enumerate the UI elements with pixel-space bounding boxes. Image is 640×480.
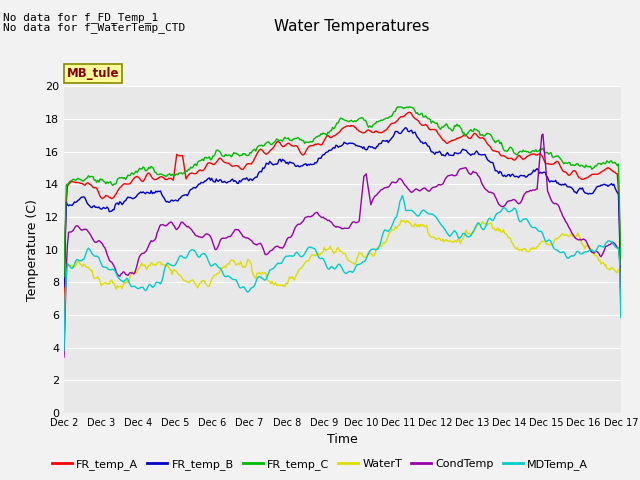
Text: No data for f_WaterTemp_CTD: No data for f_WaterTemp_CTD — [3, 22, 186, 33]
Legend: FR_temp_A, FR_temp_B, FR_temp_C, WaterT, CondTemp, MDTemp_A: FR_temp_A, FR_temp_B, FR_temp_C, WaterT,… — [47, 455, 593, 474]
Text: No data for f_FD_Temp_1: No data for f_FD_Temp_1 — [3, 12, 159, 23]
Text: Water Temperatures: Water Temperatures — [275, 19, 429, 34]
Y-axis label: Temperature (C): Temperature (C) — [26, 199, 40, 300]
Text: MB_tule: MB_tule — [67, 67, 119, 80]
X-axis label: Time: Time — [327, 433, 358, 446]
